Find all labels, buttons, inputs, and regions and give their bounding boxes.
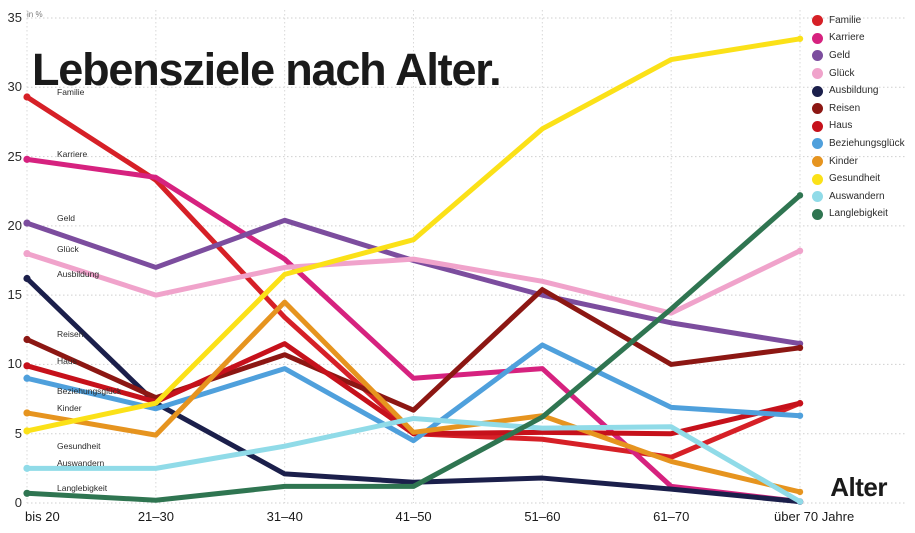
legend-label: Glück xyxy=(829,67,855,79)
legend-swatch-icon xyxy=(812,191,823,203)
y-tick-25: 25 xyxy=(7,148,22,164)
series-line-langlebigkeit xyxy=(24,192,803,503)
x-axis-title: Alter xyxy=(830,472,887,502)
y-tick-35: 35 xyxy=(7,10,22,25)
x-tick-2: 31–40 xyxy=(266,509,303,524)
series-start-dot xyxy=(23,155,31,163)
legend-label: Gesundheit xyxy=(829,173,881,185)
series-line-gl-ck xyxy=(24,248,803,316)
series-end-dot xyxy=(796,35,804,42)
legend-item-gesundheit[interactable]: Gesundheit xyxy=(812,170,912,188)
legend-swatch-icon xyxy=(812,103,823,115)
series-end-dot xyxy=(796,192,804,199)
legend-swatch-icon xyxy=(812,138,823,150)
legend-label: Familie xyxy=(829,14,862,26)
series-start-dot xyxy=(23,362,31,370)
series-label-auswandern: Auswandern xyxy=(57,458,105,469)
series-end-dot xyxy=(796,344,804,351)
series-label-reisen: Reisen xyxy=(57,329,84,340)
legend-swatch-icon xyxy=(812,173,823,185)
legend-swatch-icon xyxy=(812,68,823,80)
legend-swatch-icon xyxy=(812,50,823,62)
legend-label: Karriere xyxy=(829,32,865,44)
legend-label: Haus xyxy=(829,120,853,132)
series-line-gesundheit xyxy=(24,36,803,434)
page-title: Lebensziele nach Alter. xyxy=(32,44,502,96)
series-label-geld: Geld xyxy=(57,213,75,224)
y-tick-15: 15 xyxy=(7,287,22,303)
y-axis-unit-label: in % xyxy=(27,10,43,19)
series-label-gl-ck: Glück xyxy=(57,243,79,254)
x-tick-1: 21–30 xyxy=(137,509,174,524)
series-start-dot xyxy=(23,464,31,472)
legend-item-haus[interactable]: Haus xyxy=(812,118,912,136)
series-start-dot xyxy=(23,427,31,435)
legend-label: Langlebigkeit xyxy=(829,208,888,220)
legend-item-auswandern[interactable]: Auswandern xyxy=(812,188,912,206)
legend-label: Reisen xyxy=(829,102,861,114)
series-end-dot xyxy=(796,412,804,419)
series-label-langlebigkeit: Langlebigkeit xyxy=(57,483,108,494)
legend-label: Beziehungsglück xyxy=(829,137,905,149)
series-label-familie: Familie xyxy=(57,86,85,97)
legend-swatch-icon xyxy=(812,85,823,97)
series-end-dot xyxy=(796,400,804,407)
legend-item-gl-ck[interactable]: Glück xyxy=(812,65,912,83)
legend-label: Geld xyxy=(829,49,851,61)
series-label-beziehungsgl-ck: Beziehungsglück xyxy=(57,386,122,397)
legend-swatch-icon xyxy=(812,156,823,168)
legend-item-familie[interactable]: Familie xyxy=(812,12,912,30)
series-start-dot xyxy=(23,489,31,497)
series-line-beziehungsgl-ck xyxy=(24,342,803,444)
series-line-karriere xyxy=(24,156,803,505)
series-label-haus: Haus xyxy=(57,355,77,366)
series-start-dot xyxy=(23,274,31,283)
legend-item-langlebigkeit[interactable]: Langlebigkeit xyxy=(812,206,912,224)
legend-item-kinder[interactable]: Kinder xyxy=(812,153,912,171)
y-tick-10: 10 xyxy=(7,356,22,372)
series-lines xyxy=(23,35,804,505)
series-line-auswandern xyxy=(24,415,803,505)
y-tick-5: 5 xyxy=(14,425,22,441)
series-start-dot xyxy=(23,219,31,227)
x-tick-3: 41–50 xyxy=(395,509,432,524)
legend-swatch-icon xyxy=(812,120,823,132)
series-start-dot xyxy=(23,93,31,101)
series-start-dot xyxy=(23,249,31,258)
series-label-kinder: Kinder xyxy=(57,402,82,413)
series-start-dot xyxy=(23,374,31,382)
series-line-reisen xyxy=(24,287,803,413)
series-label-gesundheit: Gesundheit xyxy=(57,440,101,451)
series-label-karriere: Karriere xyxy=(57,149,88,160)
y-tick-20: 20 xyxy=(7,217,22,233)
legend-item-beziehungsgl-ck[interactable]: Beziehungsglück xyxy=(812,135,912,153)
series-start-dot xyxy=(23,409,31,417)
legend-item-reisen[interactable]: Reisen xyxy=(812,100,912,118)
series-line-kinder xyxy=(24,299,803,495)
legend-label: Ausbildung xyxy=(829,85,879,97)
series-end-dot xyxy=(796,488,804,496)
x-tick-4: 51–60 xyxy=(524,509,561,524)
chart-legend: Familie Karriere Geld Glück Ausbildung Reisen… xyxy=(812,12,912,223)
series-label-ausbildung: Ausbildung xyxy=(57,268,100,279)
y-tick-30: 30 xyxy=(7,79,22,95)
x-tick-5: 61–70 xyxy=(653,509,690,524)
legend-item-geld[interactable]: Geld xyxy=(812,47,912,65)
legend-label: Kinder xyxy=(829,155,858,167)
series-start-dot xyxy=(23,335,31,344)
legend-label: Auswandern xyxy=(829,190,885,202)
legend-swatch-icon xyxy=(812,15,823,27)
legend-item-ausbildung[interactable]: Ausbildung xyxy=(812,82,912,100)
legend-swatch-icon xyxy=(812,208,823,220)
legend-swatch-icon xyxy=(812,32,823,44)
series-end-dot xyxy=(796,247,804,254)
x-tick-6: über 70 Jahre xyxy=(774,509,855,524)
series-end-dot xyxy=(796,498,804,505)
legend-item-karriere[interactable]: Karriere xyxy=(812,30,912,48)
y-tick-0: 0 xyxy=(14,495,22,510)
x-tick-0: bis 20 xyxy=(25,509,60,524)
